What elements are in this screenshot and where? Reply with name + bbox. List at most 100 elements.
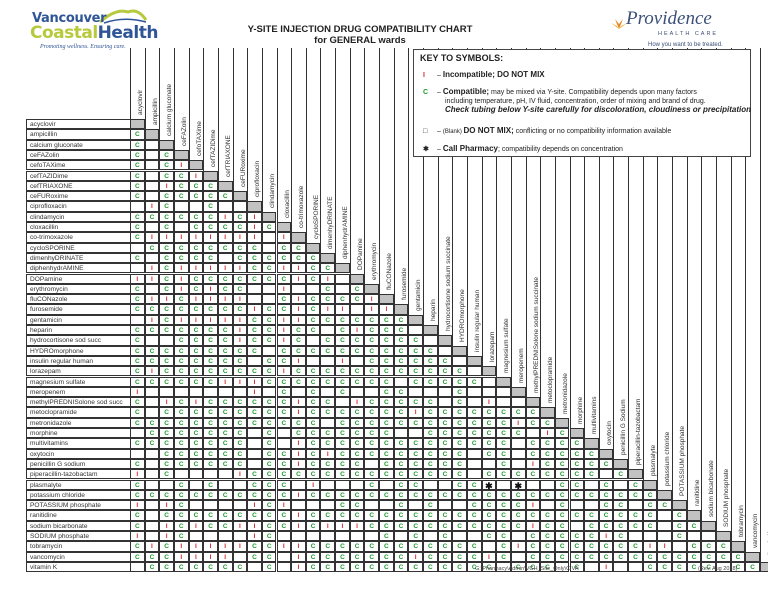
compatible-cell: C — [188, 448, 204, 459]
column-header: meropenem — [510, 48, 526, 387]
incompatible-cell: I — [173, 232, 189, 243]
compatible-cell: C — [188, 376, 204, 387]
blank-cell — [144, 149, 160, 161]
compatible-cell: C — [203, 397, 218, 408]
compatible-cell: C — [173, 428, 189, 439]
column-header-label: cloxacillin — [283, 190, 291, 218]
logo-sub: HEALTH CARE — [658, 31, 719, 37]
compatible-cell: C — [232, 428, 248, 439]
diagonal-cell — [701, 520, 716, 531]
compatible-cell: C — [466, 407, 482, 418]
blank-cell — [188, 531, 204, 542]
incompatible-cell: I — [232, 263, 248, 274]
compatible-cell: C — [130, 366, 145, 377]
compatible-cell: C — [247, 273, 262, 284]
compatible-cell: C — [130, 325, 145, 336]
blank-cell — [481, 458, 497, 470]
compatible-cell: C — [159, 366, 174, 377]
blank-cell — [481, 541, 497, 552]
compatible-cell: C — [335, 561, 350, 573]
column-header-label: ampicillin — [151, 98, 159, 126]
compatible-cell: C — [276, 510, 292, 521]
compatible-cell: C — [379, 551, 394, 562]
compatible-cell: C — [393, 551, 409, 562]
compatible-cell: C — [379, 397, 394, 408]
compatible-cell: C — [452, 520, 467, 531]
compatible-cell: C — [379, 438, 394, 449]
compatible-cell: C — [379, 355, 394, 367]
blank-cell — [159, 386, 174, 398]
compatible-cell: C — [261, 531, 277, 542]
row-label: co-trimoxazole — [26, 232, 130, 243]
compatible-cell: C — [584, 458, 599, 470]
diagonal-cell — [130, 119, 145, 130]
compatible-cell: C — [481, 417, 497, 428]
incompatible-cell: I — [130, 500, 145, 511]
blank-cell — [466, 397, 482, 408]
incompatible-cell: I — [144, 273, 160, 284]
incompatible-cell: I — [276, 263, 292, 274]
compatible-cell: C — [393, 335, 409, 346]
compatible-cell: C — [173, 325, 189, 336]
blank-cell — [144, 222, 160, 233]
incompatible-cell: I — [642, 541, 658, 552]
column-header-label: meropenem — [517, 348, 525, 383]
compatible-cell: C — [188, 345, 204, 356]
blank-cell — [144, 448, 160, 459]
column-header: cefoTAXime — [188, 48, 204, 161]
compatible-cell: C — [349, 283, 365, 295]
compatible-cell: C — [203, 376, 218, 387]
logo-text-line1: Vancouver — [32, 11, 107, 26]
compatible-cell: C — [130, 222, 145, 233]
incompatible-cell: I — [349, 325, 365, 336]
column-header: insulin regular human — [466, 48, 482, 356]
compatible-cell: C — [466, 376, 482, 387]
compatible-cell: C — [203, 252, 218, 264]
column-header: cycloSPORINE — [305, 48, 321, 243]
row-label: penicillin G sodium — [26, 458, 130, 470]
blank-cell — [335, 283, 350, 295]
diagonal-cell — [305, 242, 321, 253]
blank-cell — [159, 335, 174, 346]
compatible-cell: C — [437, 541, 453, 552]
blank-cell — [657, 510, 673, 521]
row-label: meropenem — [26, 386, 130, 398]
compatible-cell: C — [496, 438, 511, 449]
compatible-cell: C — [364, 448, 380, 459]
compatible-cell: C — [217, 355, 233, 367]
compatible-cell: C — [496, 510, 511, 521]
compatible-cell: C — [672, 551, 687, 562]
key-item-compatible: C – Compatible; may be mixed via Y-site. … — [423, 87, 751, 116]
blank-cell — [672, 541, 687, 552]
logo-name: Providence — [626, 8, 712, 29]
column-header: ciprofloxacin — [247, 48, 262, 202]
incompatible-cell: I — [335, 355, 350, 367]
compatible-cell: C — [130, 489, 145, 501]
compatible-cell: C — [130, 355, 145, 367]
compatible-cell: C — [144, 561, 160, 573]
diagonal-cell — [628, 469, 643, 480]
compatible-cell: C — [320, 469, 336, 480]
column-header: co-trimoxazole — [291, 48, 306, 233]
blank-cell — [364, 500, 380, 511]
compatible-cell: C — [232, 407, 248, 418]
column-header: fluCONazole — [379, 48, 394, 295]
diagonal-cell — [584, 438, 599, 449]
compatible-cell: C — [554, 510, 570, 521]
column-header: DOPamine — [349, 48, 365, 274]
blank-cell — [349, 355, 365, 367]
compatible-cell: C — [364, 376, 380, 387]
diagonal-cell — [672, 500, 687, 511]
diagonal-cell — [481, 366, 497, 377]
compatible-cell: C — [613, 489, 629, 501]
row-label: piperacillin-tazobactam — [26, 469, 130, 480]
column-header: cloxacillin — [276, 48, 292, 222]
compatible-cell: C — [130, 160, 145, 171]
compatible-cell: C — [261, 479, 277, 490]
compatible-cell: C — [232, 211, 248, 222]
key-label: Incompatible; DO NOT MIX — [442, 70, 545, 79]
compatible-cell: C — [364, 479, 380, 490]
compatible-cell: C — [525, 541, 541, 552]
compatible-cell: C — [144, 428, 160, 439]
compatible-cell: C — [159, 469, 174, 480]
